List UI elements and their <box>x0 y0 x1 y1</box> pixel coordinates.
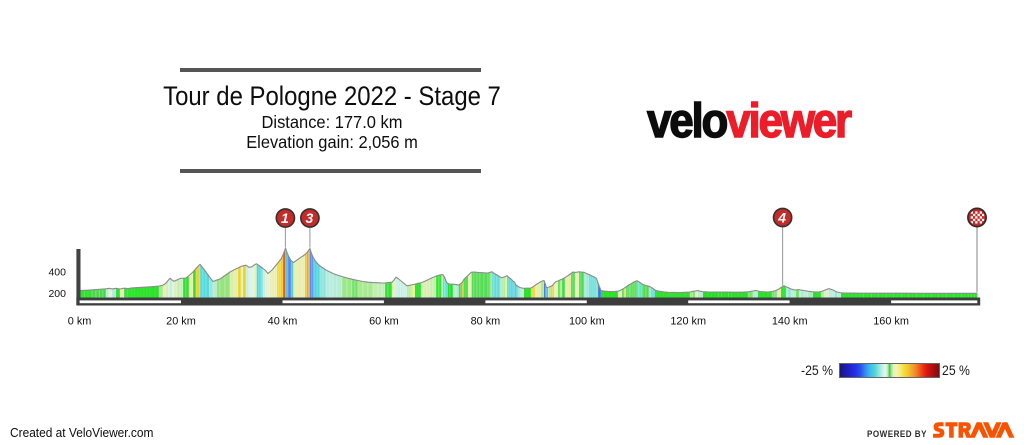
svg-text:100 km: 100 km <box>569 316 605 328</box>
svg-text:80 km: 80 km <box>471 316 501 328</box>
svg-text:1: 1 <box>281 210 289 226</box>
svg-text:60 km: 60 km <box>369 316 399 328</box>
svg-text:140 km: 140 km <box>772 316 808 328</box>
svg-text:veloviewer: veloviewer <box>647 95 852 146</box>
svg-text:20 km: 20 km <box>166 316 196 328</box>
svg-text:4: 4 <box>777 210 786 226</box>
svg-text:120 km: 120 km <box>670 316 706 328</box>
svg-text:200: 200 <box>48 288 66 300</box>
svg-text:160 km: 160 km <box>873 316 909 328</box>
svg-text:3: 3 <box>306 210 314 226</box>
svg-text:40 km: 40 km <box>268 316 298 328</box>
svg-text:400: 400 <box>48 266 66 278</box>
svg-text:0 km: 0 km <box>68 316 92 328</box>
